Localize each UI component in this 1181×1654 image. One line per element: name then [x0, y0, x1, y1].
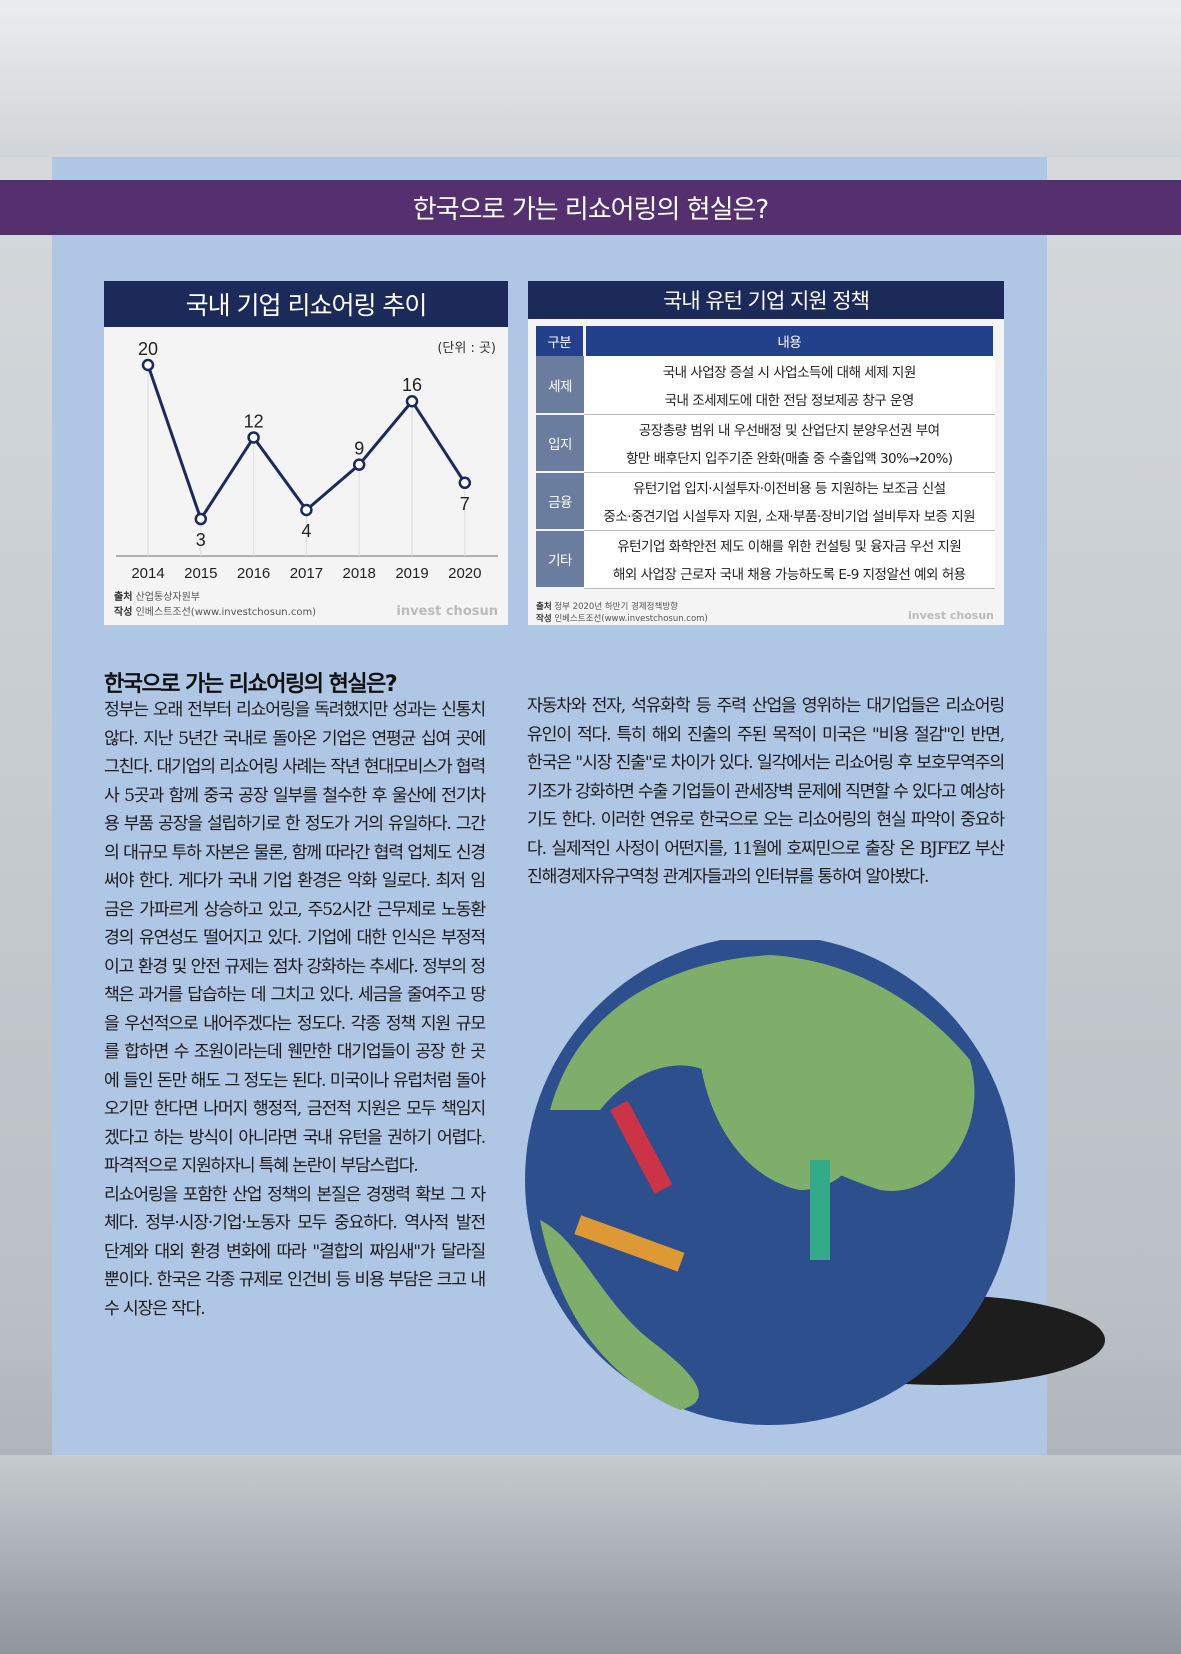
table-row: 중소·중견기업 시설투자 지원, 소재·부품·장비기업 설비투자 보증 지원 [536, 501, 995, 531]
article-paragraph: 정부는 오래 전부터 리쇼어링을 독려했지만 성과는 신통치 않다. 지난 5년… [104, 700, 486, 1176]
data-point [194, 512, 208, 526]
cargo-ship-icon [574, 1215, 685, 1272]
content-cell: 유턴기업 화학안전 제도 이해를 위한 컨설팅 및 융자금 우선 지원 [584, 530, 995, 559]
data-label: 7 [460, 494, 470, 514]
content-cell: 항만 배후단지 입주기준 완화(매출 중 수출입액 30%→20%) [584, 443, 995, 473]
article-right-column: 자동차와 전자, 석유화학 등 주력 산업을 영위하는 대기업들은 리쇼어링 유… [527, 692, 1005, 892]
category-cell: 입지 [536, 414, 584, 473]
header-content: 내용 [584, 326, 996, 356]
x-tick-label: 2020 [448, 565, 481, 582]
background-photo-conveyor [0, 1455, 1181, 1654]
data-label: 16 [402, 375, 422, 395]
x-tick-label: 2014 [131, 565, 164, 582]
article-paragraph: 리쇼어링을 포함한 산업 정책의 본질은 경쟁력 확보 그 자체다. 정부·시장… [104, 1184, 486, 1319]
article-title: 한국으로 가는 리쇼어링의 현실은? [104, 672, 398, 697]
background-photo-factory [0, 0, 1181, 157]
article-left-column: 정부는 오래 전부터 리쇼어링을 독려했지만 성과는 신통치 않다. 지난 5년… [104, 696, 486, 1323]
data-label: 3 [196, 530, 206, 550]
table-row: 기타 유턴기업 화학안전 제도 이해를 위한 컨설팅 및 융자금 우선 지원 [536, 530, 995, 589]
content-cell: 국내 사업장 증설 시 사업소득에 대해 세제 지원 [584, 356, 995, 385]
data-label: 4 [301, 521, 311, 541]
globe-land [700, 1043, 862, 1190]
data-label: 9 [354, 439, 364, 459]
content-cell: 유턴기업 입지·시설투자·이전비용 등 지원하는 보조금 신설 [584, 472, 995, 501]
brand-logo: invest chosun [396, 604, 498, 619]
x-tick-label: 2019 [395, 565, 428, 582]
data-point [141, 358, 155, 372]
x-tick-label: 2018 [343, 565, 376, 582]
article-paragraph: 자동차와 전자, 석유화학 등 주력 산업을 영위하는 대기업들은 리쇼어링 유… [527, 696, 1005, 887]
table-row: 해외 사업장 근로자 국내 채용 가능하도록 E-9 지정알선 예외 허용 [536, 559, 995, 589]
chart-box: 국내 기업 리쇼어링 추이 (단위 : 곳) 20 2014 3 2015 12 2016… [104, 281, 508, 625]
content-cell: 해외 사업장 근로자 국내 채용 가능하도록 E-9 지정알선 예외 허용 [584, 559, 995, 589]
header-category: 구분 [536, 326, 586, 356]
category-cell: 금융 [536, 472, 584, 531]
data-point [247, 431, 260, 444]
table-row: 국내 조세제도에 대한 전담 정보제공 창구 운영 [536, 385, 995, 415]
line-chart: 20 2014 3 2015 12 2016 4 2017 9 2018 16 2019 7 2020 [116, 339, 498, 582]
table-row: 항만 배후단지 입주기준 완화(매출 중 수출입액 30%→20%) [536, 443, 995, 473]
chart-author: 작성 인베스트조선(www.investchosun.com) [114, 607, 317, 618]
globe-with-cargo-ships-icon [525, 940, 1105, 1425]
content-cell: 공장총량 범위 내 우선배정 및 산업단지 분양우선권 부여 [584, 414, 995, 443]
table-row: 세제 국내 사업장 증설 시 사업소득에 대해 세제 지원 [536, 356, 995, 415]
data-point [300, 503, 313, 517]
globe-land [540, 1220, 699, 1410]
policy-table-box: 국내 유턴 기업 지원 정책 구분 내용 세제 국내 사업장 증설 시 사업소득에 … [528, 281, 1004, 625]
chart-unit: (단위 : 곳) [437, 341, 496, 356]
table-row: 입지 공장총량 범위 내 우선배정 및 산업단지 분양우선권 부여 [536, 414, 995, 473]
chart-source: 출처 산업통상자원부 [114, 592, 200, 603]
chart-title: 국내 기업 리쇼어링 추이 [104, 281, 508, 327]
page-banner: 한국으로 가는 리쇼어링의 현실은? [0, 180, 1181, 235]
x-tick-label: 2017 [290, 565, 323, 582]
data-label: 12 [244, 411, 264, 431]
data-label: 20 [138, 339, 158, 359]
table-author: 작성 인베스트조선(www.investchosun.com) [536, 614, 708, 624]
policy-table: 구분 내용 세제 국내 사업장 증설 시 사업소득에 대해 세제 지원 국내 조세제도… [536, 326, 996, 589]
content-cell: 중소·중견기업 시설투자 지원, 소재·부품·장비기업 설비투자 보증 지원 [584, 501, 995, 531]
content-cell: 국내 조세제도에 대한 전담 정보제공 창구 운영 [584, 385, 995, 415]
category-cell: 세제 [536, 356, 584, 415]
brand-logo: invest chosun [908, 609, 994, 622]
table-row: 금융 유턴기업 입지·시설투자·이전비용 등 지원하는 보조금 신설 [536, 472, 995, 531]
data-point [352, 458, 366, 471]
cargo-ship-icon [810, 1160, 830, 1260]
data-point [405, 394, 419, 408]
table-source: 출처 정부 2020년 하반기 경제정책방향 [536, 602, 678, 612]
data-point [458, 476, 472, 490]
x-tick-label: 2015 [184, 565, 217, 582]
table-title: 국내 유턴 기업 지원 정책 [528, 281, 1004, 319]
category-cell: 기타 [536, 530, 584, 589]
cargo-ship-icon [610, 1100, 673, 1194]
x-tick-label: 2016 [237, 565, 270, 582]
